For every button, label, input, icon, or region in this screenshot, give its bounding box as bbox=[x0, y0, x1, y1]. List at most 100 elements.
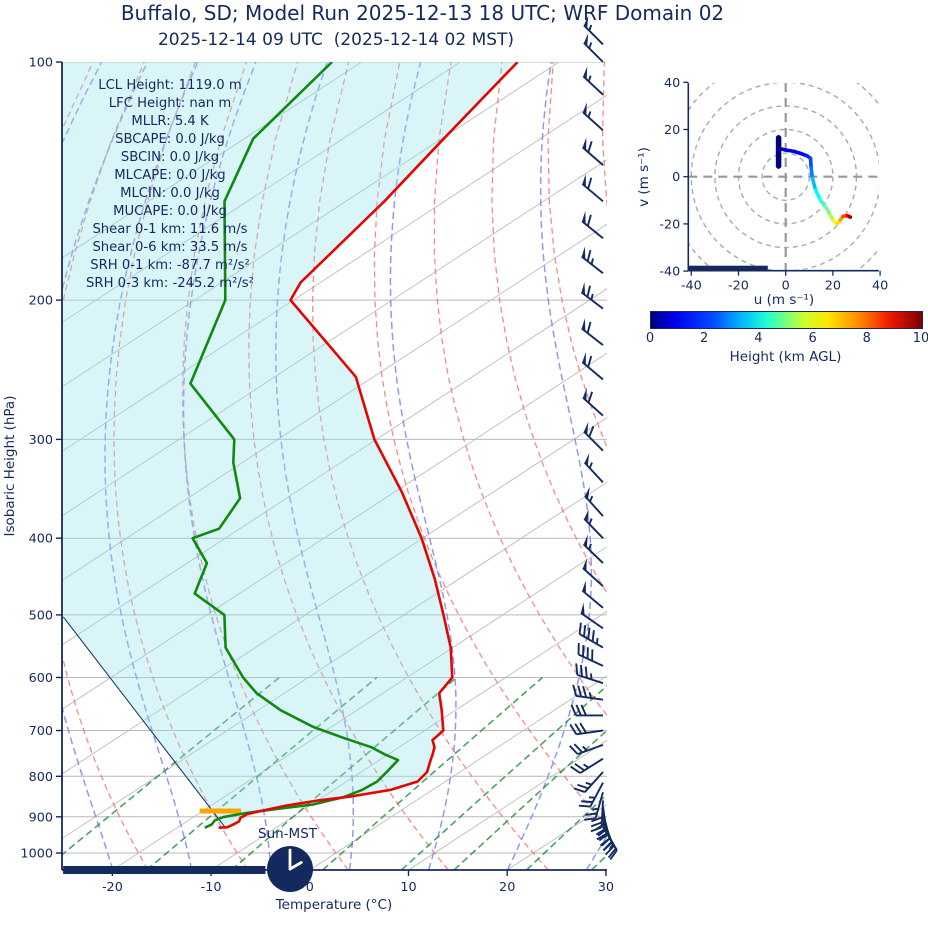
barb-full-feather bbox=[586, 647, 589, 659]
isotherm-line bbox=[112, 546, 607, 870]
colorbar-tick-label: 8 bbox=[862, 331, 871, 346]
skewt-background-lines bbox=[62, 62, 928, 870]
clock-hour-hand bbox=[288, 861, 303, 871]
barb-pennant bbox=[583, 534, 588, 548]
barb-staff bbox=[581, 183, 604, 203]
barb-half-feather bbox=[592, 807, 599, 811]
hodograph-trace-segment bbox=[810, 176, 818, 192]
barb-staff bbox=[584, 495, 604, 517]
x-tick-label: 10 bbox=[400, 880, 416, 895]
wind-barb bbox=[583, 509, 604, 539]
stat-line: SBCIN: 0.0 J/kg bbox=[120, 150, 220, 165]
height-colorbar bbox=[650, 311, 923, 329]
wind-barb bbox=[582, 66, 604, 96]
dry-adiabat-line bbox=[433, 62, 607, 717]
dry-adiabat-line bbox=[758, 62, 928, 870]
barb-half-feather bbox=[588, 691, 593, 699]
dry-adiabat-line bbox=[373, 62, 607, 828]
barb-full-feather bbox=[588, 425, 595, 438]
y-tick-label: 100 bbox=[29, 56, 53, 71]
barb-pennant bbox=[582, 387, 587, 401]
barb-half-feather bbox=[582, 745, 588, 752]
x-axis-label: Temperature (°C) bbox=[275, 897, 393, 913]
isotherm-line bbox=[62, 62, 560, 388]
barb-pennant bbox=[582, 558, 587, 572]
barb-half-feather bbox=[587, 111, 592, 118]
wind-barb bbox=[581, 211, 604, 239]
barb-pennant bbox=[584, 453, 590, 467]
isotherm-line bbox=[62, 62, 461, 323]
barb-staff bbox=[602, 826, 618, 851]
isotherm-line bbox=[606, 868, 607, 870]
mixing-ratio-line bbox=[526, 793, 607, 870]
dry-adiabat-line bbox=[656, 62, 928, 870]
y-tick-label: 700 bbox=[29, 724, 53, 739]
barb-full-feather bbox=[570, 765, 581, 774]
wind-barb bbox=[582, 534, 604, 564]
barb-half-feather bbox=[589, 495, 594, 502]
isotherm-line bbox=[705, 62, 928, 870]
dry-adiabat-line bbox=[860, 62, 928, 870]
barb-half-feather bbox=[588, 462, 593, 469]
barb-full-feather bbox=[577, 643, 580, 655]
barb-pennant bbox=[581, 318, 586, 332]
barb-full-feather bbox=[577, 685, 583, 697]
colorbar-ticks: 0 2 4 6 8 10 bbox=[646, 331, 928, 347]
barb-half-feather bbox=[595, 637, 599, 645]
barb-full-feather bbox=[591, 816, 603, 823]
stat-line: Shear 0-1 km: 11.6 m/s bbox=[92, 222, 248, 237]
wind-barb bbox=[581, 580, 604, 609]
mixing-ratio-line bbox=[639, 678, 838, 870]
cin-shade-polygon bbox=[62, 62, 518, 828]
valid-time-subtitle: 2025-12-14 09 UTC (2025-12-14 02 MST) bbox=[157, 30, 515, 50]
isotherm-line bbox=[62, 288, 607, 646]
moist-adiabat-line bbox=[62, 62, 149, 870]
stat-line: MLLR: 5.4 K bbox=[131, 114, 209, 129]
dry-adiabat-line bbox=[809, 62, 928, 870]
y-tick-label: 500 bbox=[29, 608, 53, 623]
barb-full-feather bbox=[572, 684, 578, 697]
barb-staff bbox=[583, 42, 604, 63]
hodograph-x-tick-label: -40 bbox=[681, 279, 702, 294]
mixing-ratio-line bbox=[322, 676, 544, 870]
barb-full-feather bbox=[604, 845, 615, 856]
isotherm-line bbox=[408, 739, 607, 870]
barb-full-feather bbox=[575, 704, 582, 716]
barb-staff bbox=[582, 75, 604, 96]
barb-pennant bbox=[582, 102, 587, 116]
barb-full-feather bbox=[586, 321, 592, 334]
barb-staff bbox=[582, 111, 604, 132]
stat-line: SBCAPE: 0.0 J/kg bbox=[115, 132, 225, 147]
barb-full-feather bbox=[587, 355, 593, 368]
wind-barb bbox=[582, 102, 604, 132]
barb-full-feather bbox=[586, 285, 591, 298]
barb-pennant bbox=[582, 211, 586, 225]
wind-barb bbox=[575, 663, 604, 685]
barb-half-feather bbox=[589, 673, 593, 680]
x-tick-label: 30 bbox=[598, 880, 614, 895]
barb-full-feather bbox=[607, 847, 617, 859]
y-axis-label: Isobaric Height (hPa) bbox=[2, 396, 18, 537]
moist-adiabat-line bbox=[389, 62, 457, 870]
barb-full-feather bbox=[581, 800, 593, 804]
stat-line: LCL Height: 1119.0 m bbox=[98, 78, 242, 93]
isotherm-line bbox=[62, 481, 607, 840]
y-tick-label: 1000 bbox=[20, 847, 53, 862]
isotherm-line bbox=[62, 159, 607, 517]
y-tick-label: 900 bbox=[29, 810, 53, 825]
hodograph-x-tick-label: 20 bbox=[825, 279, 841, 294]
barb-half-feather bbox=[588, 543, 592, 550]
barb-full-feather bbox=[570, 704, 577, 716]
barb-staff bbox=[580, 612, 604, 630]
parcel-path-line bbox=[62, 616, 226, 828]
x-tick-label: -20 bbox=[102, 880, 123, 895]
wind-barb bbox=[580, 602, 604, 630]
hodograph-x-tick-label: -20 bbox=[728, 279, 749, 294]
barb-full-feather bbox=[609, 849, 618, 861]
dry-adiabat-line bbox=[248, 62, 449, 870]
wind-barb bbox=[578, 782, 604, 808]
isotherm-line bbox=[309, 675, 607, 870]
barb-staff bbox=[582, 567, 604, 587]
barb-staff bbox=[583, 518, 604, 539]
